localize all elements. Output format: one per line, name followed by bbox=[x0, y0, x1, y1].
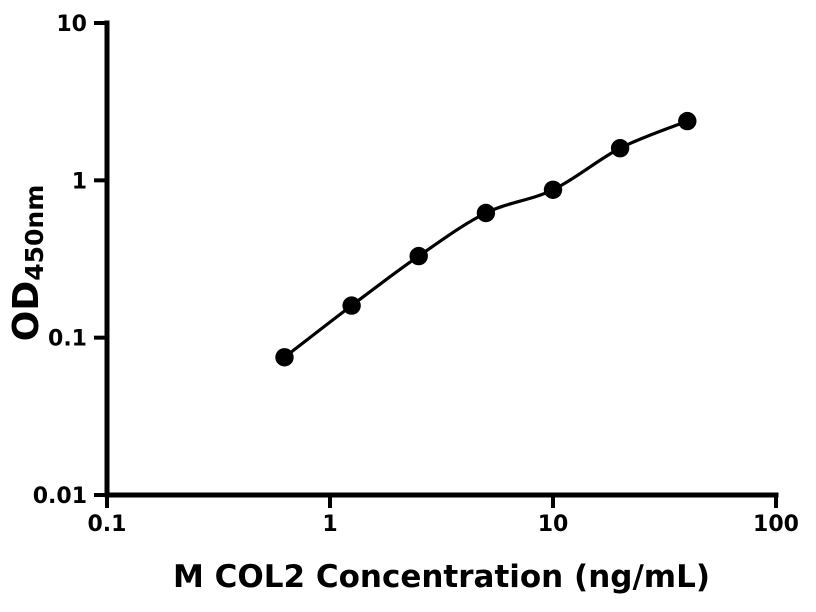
x-tick-label-1: 1 bbox=[322, 512, 337, 537]
y-tick-label-2: 0.1 bbox=[48, 327, 87, 352]
y-axis-label-text: OD450nm bbox=[6, 184, 49, 342]
data-point-4 bbox=[543, 180, 563, 199]
y-tick-label-3: 0.01 bbox=[33, 484, 87, 509]
y-axis-label-subscript: 450nm bbox=[20, 184, 49, 281]
x-tick-label-3: 100 bbox=[753, 512, 799, 537]
fit-curve bbox=[283, 119, 688, 359]
data-point-0 bbox=[275, 348, 294, 367]
x-axis-label: M COL2 Concentration (ng/mL) bbox=[172, 559, 711, 595]
data-point-1 bbox=[342, 296, 361, 315]
data-point-6 bbox=[678, 111, 697, 131]
y-tick-label-0: 10 bbox=[56, 12, 87, 37]
x-tick-label-0: 0.1 bbox=[88, 512, 127, 537]
data-point-2 bbox=[409, 246, 428, 266]
y-tick-label-1: 1 bbox=[72, 169, 87, 194]
data-point-5 bbox=[610, 139, 630, 158]
axis-spines bbox=[104, 20, 779, 498]
x-tick-label-2: 10 bbox=[538, 512, 569, 537]
y-axis-label-main: OD bbox=[6, 280, 47, 342]
data-point-3 bbox=[476, 203, 496, 223]
